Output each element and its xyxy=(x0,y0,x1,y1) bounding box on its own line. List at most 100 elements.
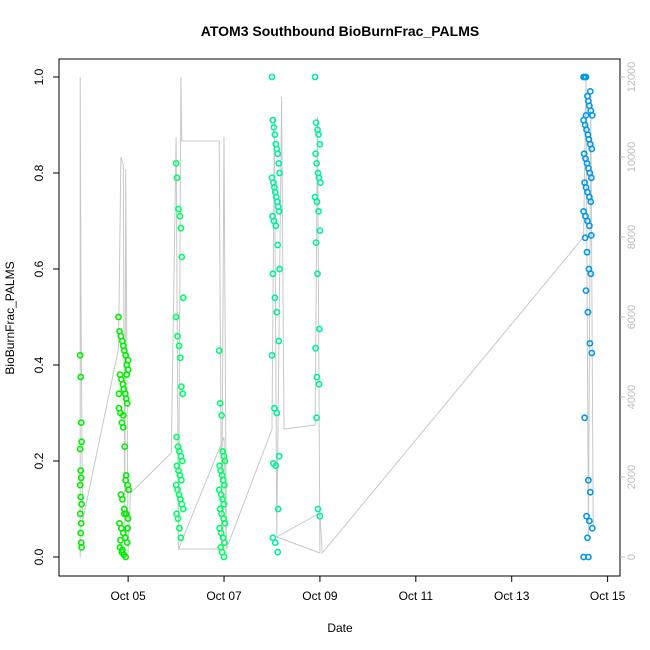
data-point xyxy=(315,380,323,388)
data-point xyxy=(122,553,130,561)
data-point xyxy=(77,474,85,482)
data-point xyxy=(582,73,590,81)
data-point xyxy=(588,524,596,532)
data-point xyxy=(586,488,594,496)
data-point xyxy=(124,515,132,522)
y2-tick-label: 6000 xyxy=(626,305,638,329)
data-point xyxy=(220,553,228,561)
y2-tick-label: 2000 xyxy=(626,465,638,489)
data-point xyxy=(177,224,185,232)
data-point xyxy=(583,248,591,256)
x-tick-label: Oct 11 xyxy=(399,589,434,603)
data-point xyxy=(313,159,320,167)
y2-tick-label: 10000 xyxy=(626,142,638,173)
data-point xyxy=(77,493,85,501)
y-tick-label: 0.2 xyxy=(32,452,46,469)
data-point xyxy=(221,481,228,489)
data-point xyxy=(270,124,278,131)
data-point xyxy=(123,399,131,407)
data-point xyxy=(174,515,182,522)
data-point xyxy=(316,512,324,520)
data-point xyxy=(274,548,282,556)
x-axis: Oct 05 Oct 07 Oct 09 Oct 11 Oct 13 Oct 15 xyxy=(110,576,626,603)
y2-tick-label: 12000 xyxy=(626,62,638,93)
data-point xyxy=(583,512,590,520)
data-point xyxy=(588,349,596,357)
data-point xyxy=(77,529,85,537)
data-point xyxy=(179,294,187,302)
data-point xyxy=(119,423,127,431)
data-point xyxy=(581,234,589,242)
data-point xyxy=(274,150,282,158)
data-point xyxy=(218,411,225,419)
data-point xyxy=(312,150,319,158)
data-point xyxy=(76,351,84,359)
x-axis-label: Date xyxy=(327,621,353,635)
data-point xyxy=(179,505,187,513)
data-point xyxy=(124,356,132,364)
data-point xyxy=(586,222,593,230)
data-point xyxy=(120,510,128,518)
x-tick-label: Oct 13 xyxy=(494,589,530,603)
data-point xyxy=(115,313,122,321)
data-point xyxy=(77,520,85,527)
data-point xyxy=(271,294,279,302)
data-point xyxy=(585,553,592,561)
y-axis-label: BioBurnFrac_PALMS xyxy=(3,261,17,374)
data-point xyxy=(119,411,127,419)
data-point xyxy=(177,476,185,484)
data-point xyxy=(174,332,181,340)
data-point xyxy=(173,433,180,441)
data-point xyxy=(220,500,228,508)
y-axis: 0.0 0.2 0.4 0.6 0.8 1.0 xyxy=(32,68,59,565)
data-point xyxy=(315,207,322,215)
data-point xyxy=(312,119,320,126)
data-point xyxy=(316,179,324,186)
data-point xyxy=(582,112,590,119)
data-point xyxy=(313,414,320,422)
data-point xyxy=(586,339,594,347)
data-point xyxy=(123,539,131,546)
data-point xyxy=(268,73,276,81)
data-point xyxy=(314,270,321,278)
data-point xyxy=(176,212,184,220)
data-point xyxy=(272,462,280,470)
data-point xyxy=(177,383,185,390)
y-tick-label: 0.8 xyxy=(32,164,46,181)
data-point xyxy=(273,409,281,417)
data-point xyxy=(77,467,85,474)
data-point xyxy=(221,539,228,546)
x-tick-label: Oct 07 xyxy=(206,589,242,603)
data-point xyxy=(76,481,84,489)
data-point xyxy=(586,517,593,525)
data-point xyxy=(178,457,186,465)
y2-tick-label: 8000 xyxy=(626,225,638,249)
data-point xyxy=(122,471,130,479)
data-point xyxy=(178,253,186,261)
data-point xyxy=(215,347,223,354)
data-point xyxy=(312,344,319,352)
data-point xyxy=(117,536,124,544)
altitude-trace xyxy=(79,76,594,557)
data-point xyxy=(268,351,276,359)
data-point xyxy=(314,505,322,513)
data-point xyxy=(176,354,184,362)
data-point xyxy=(115,390,123,398)
data-point xyxy=(78,438,85,446)
y-tick-label: 0.4 xyxy=(32,356,46,373)
data-point xyxy=(77,373,85,381)
data-point xyxy=(582,287,590,294)
x-tick-label: Oct 09 xyxy=(302,589,338,603)
data-point xyxy=(586,88,594,95)
data-point xyxy=(311,73,319,81)
data-point xyxy=(587,198,595,206)
y-tick-label: 0.0 xyxy=(32,548,46,565)
data-point xyxy=(76,510,84,518)
data-point xyxy=(274,505,282,513)
data-point xyxy=(587,270,595,278)
data-point xyxy=(78,544,85,551)
y2-tick-label: 0 xyxy=(626,554,638,560)
data-point xyxy=(175,205,182,213)
data-point xyxy=(276,169,283,177)
